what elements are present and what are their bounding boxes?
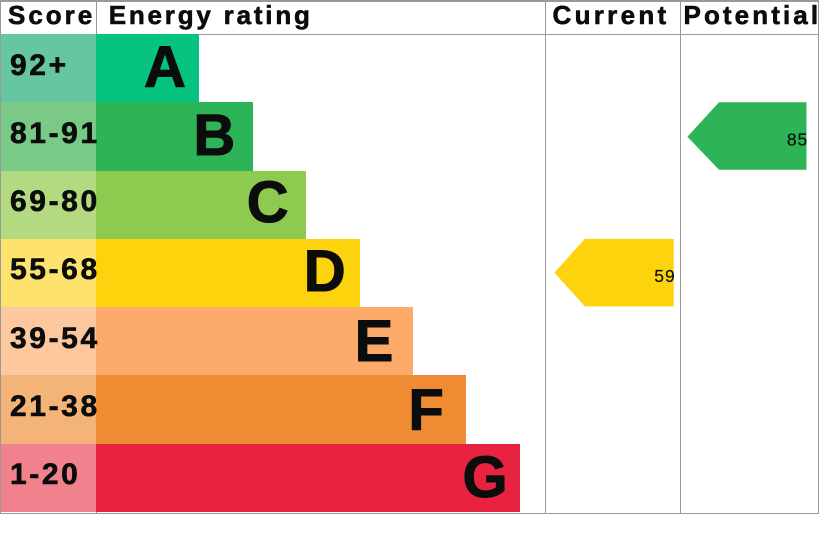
svg-text:59: 59 [654, 266, 675, 286]
svg-text:85: 85 [787, 129, 808, 149]
